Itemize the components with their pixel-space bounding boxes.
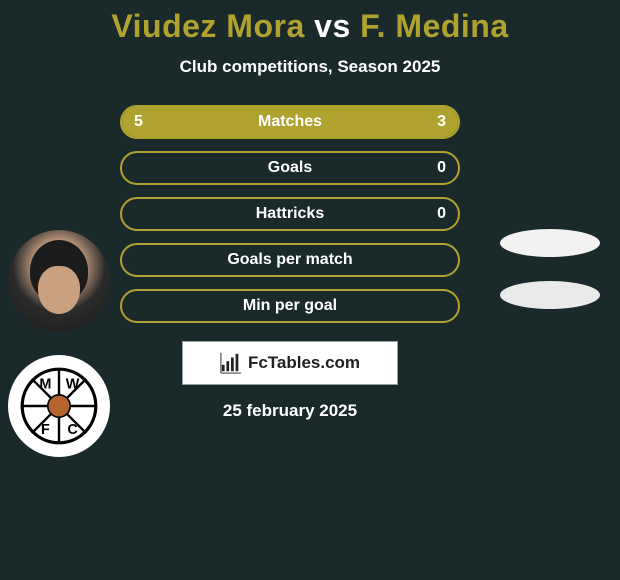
player2-name: F. Medina: [360, 8, 509, 44]
date-label: 25 february 2025: [0, 401, 600, 421]
player1-name: Viudez Mora: [111, 8, 304, 44]
stat-label: Hattricks: [256, 205, 324, 223]
stat-row-hattricks: Hattricks 0: [120, 197, 460, 231]
subtitle: Club competitions, Season 2025: [0, 57, 620, 77]
svg-text:F: F: [41, 422, 50, 438]
stat-label: Matches: [258, 113, 322, 131]
site-logo-text: FcTables.com: [248, 353, 360, 373]
stat-row-goals: Goals 0: [120, 151, 460, 185]
player1-avatar: [8, 230, 110, 332]
stat-right-value: 3: [437, 113, 446, 131]
stat-right-value: 0: [437, 159, 446, 177]
svg-text:M: M: [39, 376, 51, 392]
stats-panel: M W F C 5 Matches 3 Goals 0 Hattricks: [0, 105, 620, 421]
stat-row-matches: 5 Matches 3: [120, 105, 460, 139]
chart-bars-icon: [220, 352, 242, 374]
stat-label: Min per goal: [243, 297, 337, 315]
svg-text:C: C: [67, 422, 77, 438]
stat-label: Goals per match: [227, 251, 352, 269]
stat-left-value: 5: [134, 113, 143, 131]
player2-pill-2: [500, 281, 600, 309]
site-logo[interactable]: FcTables.com: [182, 341, 398, 385]
stat-row-gpm: Goals per match: [120, 243, 460, 277]
stat-row-mpg: Min per goal: [120, 289, 460, 323]
stat-right-value: 0: [437, 205, 446, 223]
stat-label: Goals: [268, 159, 312, 177]
vs-label: vs: [314, 8, 351, 44]
player2-pill-1: [500, 229, 600, 257]
page-title: Viudez Mora vs F. Medina: [0, 8, 620, 45]
svg-text:W: W: [66, 376, 80, 392]
